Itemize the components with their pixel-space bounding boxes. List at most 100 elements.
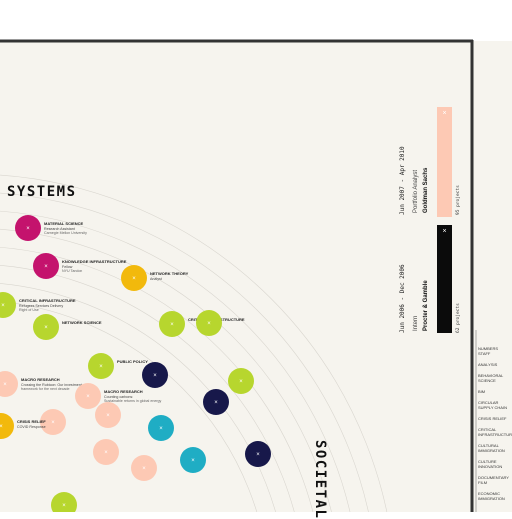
sidebar-tag[interactable]: NUMBERS STAFF	[478, 346, 499, 356]
project-node[interactable]: ×	[245, 441, 271, 467]
close-icon: ×	[44, 325, 48, 331]
sidebar-tag[interactable]: DOCUMENTARY FILM	[478, 475, 509, 485]
close-icon: ×	[99, 364, 103, 370]
close-icon: ×	[44, 264, 48, 270]
sidebar-tag[interactable]: CULTURE INNOVATION	[478, 459, 503, 469]
node-circle[interactable]	[203, 389, 229, 415]
sidebar-tag[interactable]: ECONOMIC IMMIGRATION	[478, 491, 505, 501]
node-label: NETWORK SCIENCE	[62, 320, 102, 325]
timeline-role: Intern	[413, 315, 419, 331]
node-sublabel: Analyst	[150, 277, 162, 281]
node-sublabel: Counting carbons:	[104, 395, 133, 399]
timeline-projects: 62 projects	[456, 303, 461, 333]
project-node[interactable]: ×	[228, 368, 254, 394]
project-node[interactable]: ×	[51, 492, 77, 512]
close-icon[interactable]: ×	[442, 228, 447, 235]
node-sublabel: Research Assistant	[44, 227, 75, 231]
close-icon: ×	[104, 450, 108, 456]
node-label: CRISIS RELIEF	[17, 419, 46, 424]
node-circle[interactable]	[142, 362, 168, 388]
timeline-dates: Jun 2006 - Dec 2006	[399, 264, 406, 333]
close-icon: ×	[142, 466, 146, 472]
node-sublabel: Fellow	[62, 265, 73, 269]
node-circle[interactable]	[51, 492, 77, 512]
node-circle[interactable]	[180, 447, 206, 473]
project-node[interactable]: ×	[40, 409, 66, 435]
close-icon: ×	[153, 373, 157, 379]
node-circle[interactable]	[131, 455, 157, 481]
close-icon: ×	[1, 303, 5, 309]
node-circle[interactable]	[95, 402, 121, 428]
node-label: NETWORK THEORY	[150, 271, 189, 276]
node-label: CRITICAL INFRASTRUCTURE	[19, 298, 76, 303]
tag-sidebar: NUMBERS STAFF ANALYSIS BEHAVIORAL SCIENCE B…	[478, 346, 512, 507]
close-icon: ×	[106, 413, 110, 419]
node-label: PUBLIC POLICY	[117, 359, 148, 364]
sidebar-tag[interactable]: CRITICAL INFRASTRUCTURE	[478, 427, 512, 437]
node-sublabel-2: Sustainable returns in global energy	[104, 399, 162, 403]
close-icon: ×	[62, 503, 66, 509]
node-circle[interactable]	[15, 215, 41, 241]
node-sublabel: Refugees Services Delivery	[19, 304, 63, 308]
close-icon: ×	[26, 226, 30, 232]
node-sublabel-2: Right of Use	[19, 308, 39, 312]
node-label: MATERIAL SCIENCE	[44, 221, 84, 226]
node-circle[interactable]	[245, 441, 271, 467]
project-node[interactable]: ×	[131, 455, 157, 481]
node-circle[interactable]	[0, 292, 16, 318]
project-node[interactable]: ×	[93, 439, 119, 465]
close-icon[interactable]: ×	[442, 110, 447, 117]
node-circle[interactable]	[33, 314, 59, 340]
timeline-projects: 95 projects	[456, 185, 461, 215]
node-circle[interactable]	[75, 383, 101, 409]
node-circle[interactable]	[159, 311, 185, 337]
close-icon: ×	[207, 321, 211, 327]
sidebar-tag[interactable]: ANALYSIS	[478, 362, 498, 367]
timeline-company: Procter & Gamble	[423, 280, 429, 331]
project-node[interactable]: ×	[142, 362, 168, 388]
node-circle[interactable]	[121, 265, 147, 291]
node-circle[interactable]	[40, 409, 66, 435]
sidebar-tag[interactable]: CRISIS RELIEF	[478, 416, 507, 421]
project-node[interactable]: × NETWORK SCIENCE	[33, 314, 102, 340]
project-node[interactable]: ×	[196, 310, 222, 336]
sidebar-tag[interactable]: BEHAVIORAL SCIENCE	[478, 373, 504, 383]
close-icon: ×	[256, 452, 260, 458]
systems-heading: SYSTEMS	[7, 184, 77, 200]
sidebar-tag[interactable]: CULTURAL IMMIGRATION	[478, 443, 505, 453]
node-circle[interactable]	[148, 415, 174, 441]
node-circle[interactable]	[0, 413, 14, 439]
societal-heading: SOCIETAL	[312, 440, 328, 519]
sidebar-tag[interactable]: BIM	[478, 389, 486, 394]
node-circle[interactable]	[228, 368, 254, 394]
sidebar-tag[interactable]: CIRCULAR SUPPLY CHAIN	[478, 400, 507, 410]
node-circle[interactable]	[88, 353, 114, 379]
project-node[interactable]: ×	[180, 447, 206, 473]
close-icon: ×	[159, 426, 163, 432]
poster-paper	[0, 41, 512, 512]
node-circle[interactable]	[33, 253, 59, 279]
node-sublabel-2: NYU Tandon	[62, 269, 82, 273]
node-sublabel: Crossing the Rubicon: Our investment	[21, 383, 82, 387]
project-node[interactable]: ×	[95, 402, 121, 428]
close-icon: ×	[0, 424, 3, 430]
node-circle[interactable]	[93, 439, 119, 465]
node-sublabel-2: framework for the next decade	[21, 387, 70, 391]
close-icon: ×	[170, 322, 174, 328]
node-circle[interactable]	[196, 310, 222, 336]
node-circle[interactable]	[0, 371, 18, 397]
timeline-bar-peach	[437, 107, 452, 217]
close-icon: ×	[214, 400, 218, 406]
project-node[interactable]: ×	[203, 389, 229, 415]
project-node[interactable]: ×	[148, 415, 174, 441]
project-node[interactable]: × PUBLIC POLICY	[88, 353, 148, 379]
